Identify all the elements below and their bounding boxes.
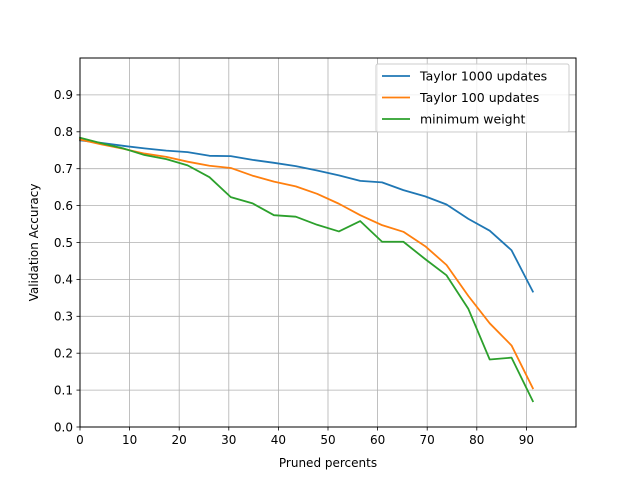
y-tick-label: 0.6 (54, 199, 73, 213)
y-tick-label: 0.5 (54, 236, 73, 250)
legend-label: minimum weight (420, 112, 526, 127)
y-tick-label: 0.1 (54, 383, 73, 397)
y-tick-label: 0.4 (54, 273, 73, 287)
legend-box (375, 63, 570, 133)
legend: Taylor 1000 updates Taylor 100 updates min… (375, 63, 570, 133)
y-tick-label: 0.2 (54, 347, 73, 361)
y-tick-label: 0.7 (54, 162, 73, 176)
y-tick-label: 0.0 (54, 420, 73, 434)
x-tick-label: 40 (271, 433, 286, 447)
ticks: 0 10 20 30 40 50 60 70 80 90 0.0 0.1 0.2 0.3 0.4 0.5 0.6… (54, 88, 534, 447)
x-tick-label: 60 (370, 433, 385, 447)
x-tick-label: 20 (172, 433, 187, 447)
x-tick-label: 90 (519, 433, 534, 447)
x-tick-label: 70 (420, 433, 435, 447)
x-tick-label: 80 (469, 433, 484, 447)
y-tick-label: 0.8 (54, 125, 73, 139)
series-line-3 (78, 136, 535, 403)
series-line-2 (78, 138, 535, 390)
x-tick-label: 50 (320, 433, 335, 447)
y-axis-label: Validation Accuracy (27, 184, 41, 302)
series-line-1 (78, 139, 535, 293)
legend-label: Taylor 1000 updates (419, 69, 547, 84)
y-tick-label: 0.9 (54, 88, 73, 102)
series-lines (78, 136, 535, 403)
legend-label: Taylor 100 updates (419, 90, 539, 105)
x-tick-label: 10 (122, 433, 137, 447)
x-axis-label: Pruned percents (279, 456, 377, 470)
y-tick-label: 0.3 (54, 310, 73, 324)
x-tick-label: 0 (76, 433, 84, 447)
x-tick-label: 30 (221, 433, 236, 447)
